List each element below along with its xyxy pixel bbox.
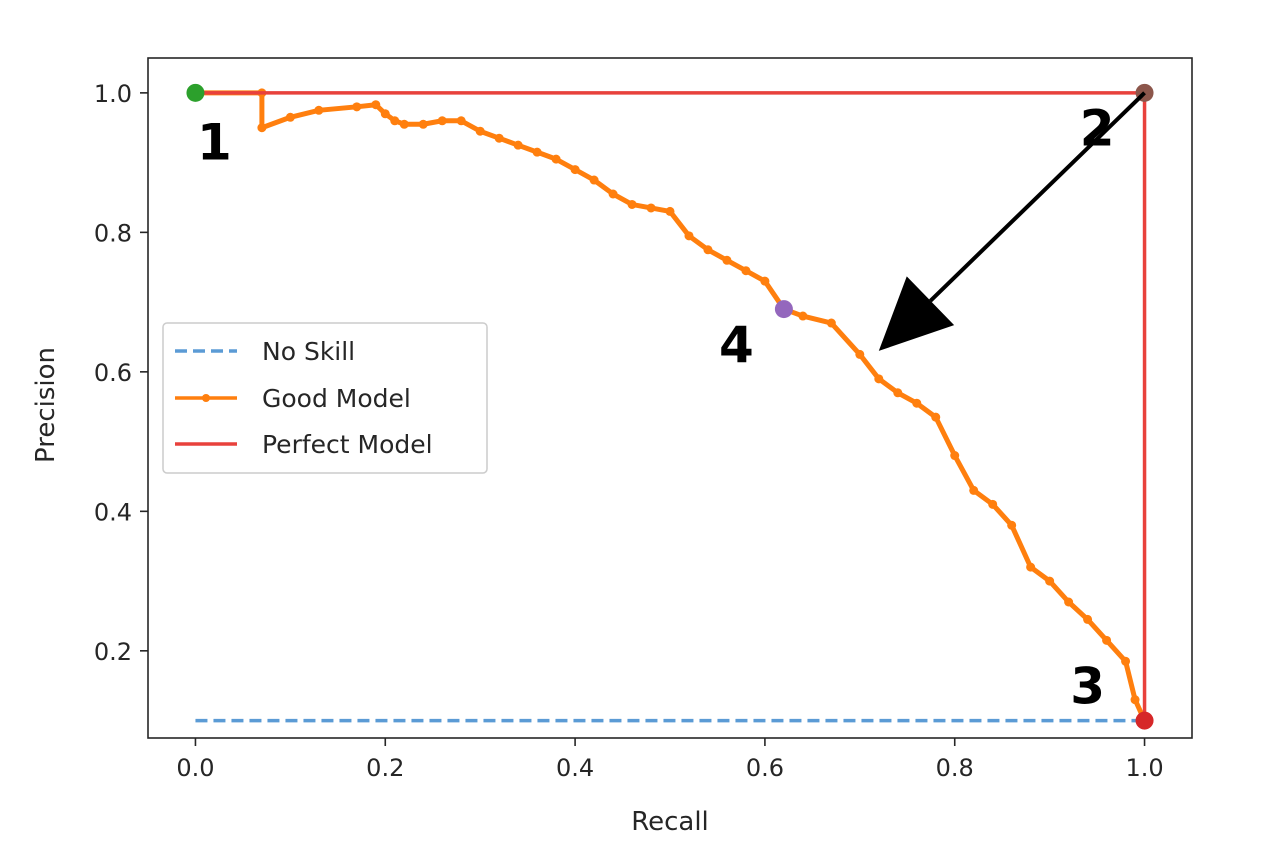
series-point-good-model xyxy=(665,206,675,216)
series-point-good-model xyxy=(931,412,941,422)
series-point-good-model xyxy=(826,318,836,328)
series-point-good-model xyxy=(1026,562,1036,572)
series-point-good-model xyxy=(513,140,523,150)
y-tick-label: 0.6 xyxy=(94,359,132,387)
y-tick-label: 1.0 xyxy=(94,80,132,108)
annotation-label-3: 3 xyxy=(1070,658,1105,716)
annotation-label-4: 4 xyxy=(719,316,754,374)
y-tick-label: 0.4 xyxy=(94,498,132,526)
series-point-good-model xyxy=(627,199,637,209)
series-point-good-model xyxy=(874,374,884,384)
series-point-good-model xyxy=(1102,635,1112,645)
series-point-good-model xyxy=(532,147,542,157)
annotation-label-1: 1 xyxy=(197,114,232,172)
series-point-good-model xyxy=(352,102,362,112)
y-tick-label: 0.2 xyxy=(94,638,132,666)
legend-label-no-skill: No Skill xyxy=(262,337,355,366)
series-point-good-model xyxy=(950,451,960,461)
x-tick-label: 0.2 xyxy=(366,754,404,782)
x-axis-ticks: 0.0 0.2 0.4 0.6 0.8 1.0 xyxy=(176,738,1164,782)
x-tick-label: 0.6 xyxy=(746,754,784,782)
series-point-good-model xyxy=(380,109,390,119)
series-point-good-model xyxy=(285,112,295,122)
series-point-good-model xyxy=(371,100,381,110)
y-axis-label: Precision xyxy=(31,347,61,463)
series-point-good-model xyxy=(551,154,561,164)
legend-box xyxy=(162,322,488,474)
series-point-good-model xyxy=(608,189,618,199)
legend-swatch-good-model-dot xyxy=(202,394,210,402)
series-point-good-model xyxy=(570,165,580,175)
series-point-good-model xyxy=(456,116,466,126)
series-point-good-model xyxy=(1045,576,1055,586)
annotation-label-2: 2 xyxy=(1080,100,1115,158)
series-point-good-model xyxy=(969,485,979,495)
series-point-good-model xyxy=(314,105,324,115)
series-point-good-model xyxy=(1130,695,1140,705)
series-point-good-model xyxy=(1007,520,1017,530)
series-point-good-model xyxy=(760,276,770,286)
x-tick-label: 1.0 xyxy=(1125,754,1163,782)
x-tick-label: 0.0 xyxy=(176,754,214,782)
series-point-good-model xyxy=(418,119,428,129)
series-point-good-model xyxy=(912,398,922,408)
legend: No Skill Good Model Perfect Model xyxy=(162,322,488,474)
series-point-good-model xyxy=(646,203,656,213)
series-point-good-model xyxy=(390,116,400,126)
series-point-good-model xyxy=(703,245,713,255)
series-point-good-model xyxy=(855,349,865,359)
x-tick-label: 0.8 xyxy=(936,754,974,782)
y-tick-label: 0.8 xyxy=(94,219,132,247)
series-point-good-model xyxy=(798,311,808,321)
highlight-marker xyxy=(1135,711,1154,730)
series-point-good-model xyxy=(257,123,267,133)
series-point-good-model xyxy=(589,175,599,185)
legend-label-good-model: Good Model xyxy=(262,384,411,413)
series-point-good-model xyxy=(722,255,732,265)
series-point-good-model xyxy=(399,119,409,129)
arrow-head xyxy=(878,276,955,351)
arrow-shaft xyxy=(929,91,1146,303)
series-point-good-model xyxy=(1083,614,1093,624)
arrow-layer xyxy=(878,91,1146,351)
annotation-layer: 1 2 3 4 xyxy=(197,100,1114,716)
highlight-marker xyxy=(186,83,205,102)
series-point-good-model xyxy=(494,133,504,143)
x-tick-label: 0.4 xyxy=(556,754,594,782)
plot-frame xyxy=(147,57,1193,739)
series-point-good-model xyxy=(988,499,998,509)
series-point-good-model xyxy=(684,231,694,241)
legend-label-perfect-model: Perfect Model xyxy=(262,430,433,459)
highlight-marker xyxy=(774,300,793,319)
series-point-good-model xyxy=(893,388,903,398)
y-axis-ticks: 0.2 0.4 0.6 0.8 1.0 xyxy=(94,80,148,666)
series-point-good-model xyxy=(741,266,751,276)
series-point-good-model xyxy=(475,126,485,136)
x-axis-label: Recall xyxy=(631,807,709,837)
series-point-good-model xyxy=(1121,656,1131,666)
series-point-good-model xyxy=(437,116,447,126)
series-point-good-model xyxy=(1064,597,1074,607)
